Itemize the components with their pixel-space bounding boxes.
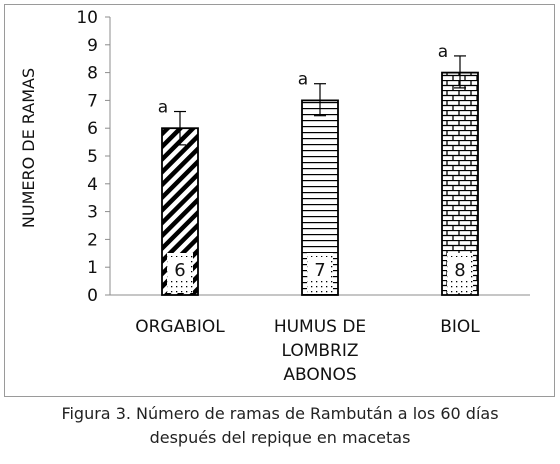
data-label-bg [451,257,469,281]
caption-line-1: Figura 3. Número de ramas de Rambután a … [61,404,499,423]
y-tick-label: 5 [87,147,98,167]
y-tick-label: 0 [87,286,98,306]
data-label-bg [171,257,189,281]
caption-line-2: después del repique en macetas [149,428,411,447]
x-category-label: HUMUS DE [274,317,366,337]
y-tick-label: 8 [87,64,98,84]
data-label: 7 [314,260,325,281]
data-label-bg [311,257,329,281]
y-tick-label: 4 [87,175,98,195]
figure-caption: Figura 3. Número de ramas de Rambután a … [0,402,560,450]
data-label: 6 [174,260,185,281]
x-category-label: ORGABIOL [135,317,225,337]
chart-frame [4,4,555,397]
y-tick-label: 1 [87,258,98,278]
y-tick-label: 6 [87,119,98,139]
y-axis-label: NUMERO DE RAMAS [19,68,38,228]
significance-letter: a [438,42,448,62]
y-tick-label: 9 [87,36,98,56]
y-tick-label: 3 [87,203,98,223]
y-tick-label: 2 [87,230,98,250]
data-label: 8 [454,260,465,281]
y-tick-label: 7 [87,91,98,111]
significance-letter: a [298,70,308,90]
x-category-label: ABONOS [283,365,356,385]
x-category-label: BIOL [440,317,480,337]
x-category-label: LOMBRIZ [281,341,358,361]
significance-letter: a [158,98,168,118]
bar-chart: 0 1 2 3 4 5 6 7 8 9 10 6 a ORGABIOL 7 a HUMUS DE LOMBRIZ A… [19,8,530,385]
y-tick-label: 10 [76,8,98,28]
